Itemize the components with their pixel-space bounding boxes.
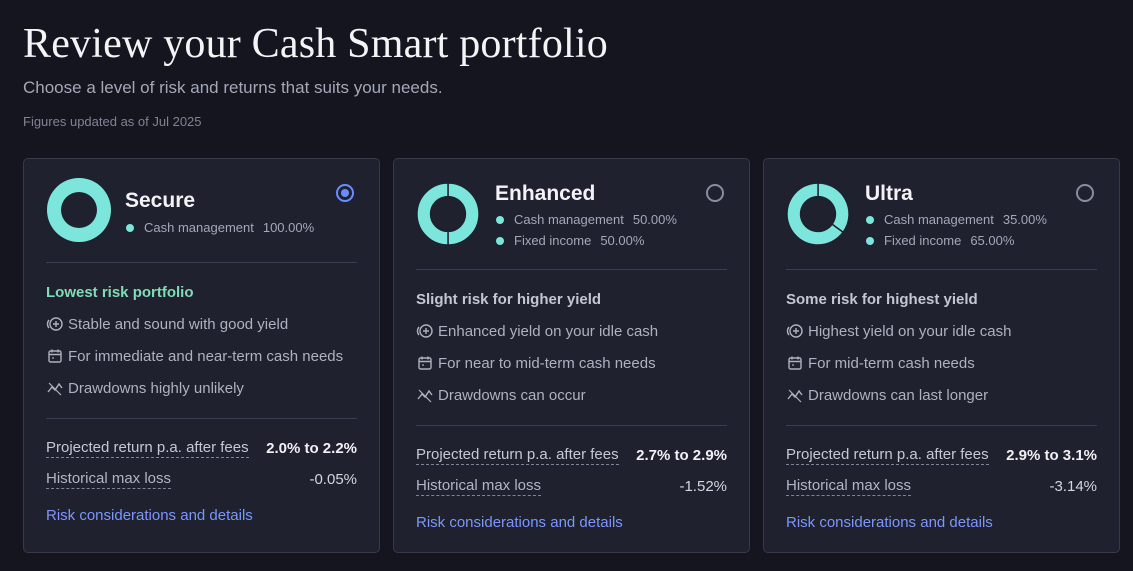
feature-item: For near to mid-term cash needs [416,354,727,372]
select-radio[interactable] [336,184,354,202]
risk-title: Some risk for highest yield [786,291,978,308]
max-loss-label[interactable]: Historical max loss [46,470,172,489]
allocation-pct: 50.00% [600,233,645,248]
portfolio-card-secure[interactable]: Secure Cash management 100.00% Lowest ri… [23,158,380,553]
risk-details-link[interactable]: Risk considerations and details [46,507,253,524]
feature-text: Highest yield on your idle cash [808,322,1012,340]
allocation-pct: 100.00% [262,220,315,235]
drawdown-chart-icon [786,386,804,404]
portfolio-card-ultra[interactable]: Ultra Cash management 35.00% Fixed incom… [763,158,1120,553]
allocation-item: Cash management 50.00% [496,212,677,227]
allocation-item: Cash management 35.00% [866,212,1047,227]
donut-slice-fixed-income [416,182,449,246]
allocation-label: Fixed income [884,233,962,248]
projected-return-row: Projected return p.a. after fees 2.7% to… [416,446,727,465]
fixed-income-legend-dot [496,236,504,245]
allocation-item: Fixed income 50.00% [496,233,644,248]
allocation-pct: 35.00% [1002,212,1047,227]
feature-text: For near to mid-term cash needs [438,354,656,372]
feature-item: Drawdowns can occur [416,386,727,404]
max-loss-row: Historical max loss -1.52% [416,477,727,496]
risk-title: Lowest risk portfolio [46,284,194,301]
divider [416,269,727,270]
portfolio-cards: Secure Cash management 100.00% Lowest ri… [23,158,1120,553]
page-title: Review your Cash Smart portfolio [23,21,608,67]
max-loss-row: Historical max loss -0.05% [46,470,357,489]
divider [46,418,357,419]
allocation-pct: 50.00% [632,212,677,227]
select-radio[interactable] [706,184,724,202]
page-subtitle: Choose a level of risk and returns that … [23,78,443,97]
feature-text: Enhanced yield on your idle cash [438,322,659,340]
max-loss-label[interactable]: Historical max loss [416,477,542,496]
projected-return-value: 2.7% to 2.9% [636,447,727,464]
donut-slice-fixed-income [786,182,845,246]
max-loss-value: -1.52% [679,478,727,495]
allocation-label: Cash management [514,212,624,227]
allocation-label: Cash management [144,220,254,235]
allocation-donut [47,178,111,242]
calendar-icon [46,347,64,365]
projected-return-value: 2.0% to 2.2% [266,440,357,457]
risk-details-link[interactable]: Risk considerations and details [786,514,993,531]
plan-name: Ultra [865,182,913,205]
cash-legend-dot [866,215,874,224]
donut-slice-cash-management [47,178,111,242]
allocation-label: Fixed income [514,233,592,248]
divider [46,262,357,263]
plan-name: Secure [125,189,196,212]
feature-text: Drawdowns can last longer [808,386,989,404]
calendar-icon [416,354,434,372]
select-radio[interactable] [1076,184,1094,202]
projected-return-label[interactable]: Projected return p.a. after fees [46,439,249,458]
fixed-income-legend-dot [866,236,874,245]
feature-item: Drawdowns can last longer [786,386,1097,404]
feature-text: Drawdowns highly unlikely [68,379,244,397]
risk-title: Slight risk for higher yield [416,291,602,308]
max-loss-value: -3.14% [1049,478,1097,495]
allocation-donut [416,182,480,246]
drawdown-chart-icon [416,386,434,404]
feature-item: For mid-term cash needs [786,354,1097,372]
feature-item: Stable and sound with good yield [46,315,357,333]
cash-legend-dot [496,215,504,224]
allocation-pct: 65.00% [970,233,1015,248]
feature-item: For immediate and near-term cash needs [46,347,357,365]
allocation-item: Cash management 100.00% [126,220,314,235]
donut-slice-cash-management [447,182,480,246]
max-loss-label[interactable]: Historical max loss [786,477,912,496]
projected-return-value: 2.9% to 3.1% [1006,447,1097,464]
feature-text: Stable and sound with good yield [68,315,289,333]
drawdown-chart-icon [46,379,64,397]
feature-item: Highest yield on your idle cash [786,322,1097,340]
projected-return-row: Projected return p.a. after fees 2.9% to… [786,446,1097,465]
divider [416,425,727,426]
allocation-donut [786,182,850,246]
calendar-icon [786,354,804,372]
plan-name: Enhanced [495,182,596,205]
feature-text: For immediate and near-term cash needs [68,347,344,365]
yield-plus-icon [46,315,64,333]
allocation-item: Fixed income 65.00% [866,233,1014,248]
divider [786,269,1097,270]
updated-note: Figures updated as of Jul 2025 [23,114,202,129]
feature-text: Drawdowns can occur [438,386,586,404]
projected-return-label[interactable]: Projected return p.a. after fees [416,446,619,465]
max-loss-row: Historical max loss -3.14% [786,477,1097,496]
projected-return-label[interactable]: Projected return p.a. after fees [786,446,989,465]
allocation-label: Cash management [884,212,994,227]
feature-item: Drawdowns highly unlikely [46,379,357,397]
yield-plus-icon [786,322,804,340]
max-loss-value: -0.05% [309,471,357,488]
portfolio-card-enhanced[interactable]: Enhanced Cash management 50.00% Fixed in… [393,158,750,553]
cash-legend-dot [126,223,134,232]
feature-item: Enhanced yield on your idle cash [416,322,727,340]
projected-return-row: Projected return p.a. after fees 2.0% to… [46,439,357,458]
risk-details-link[interactable]: Risk considerations and details [416,514,623,531]
divider [786,425,1097,426]
feature-text: For mid-term cash needs [808,354,975,372]
yield-plus-icon [416,322,434,340]
